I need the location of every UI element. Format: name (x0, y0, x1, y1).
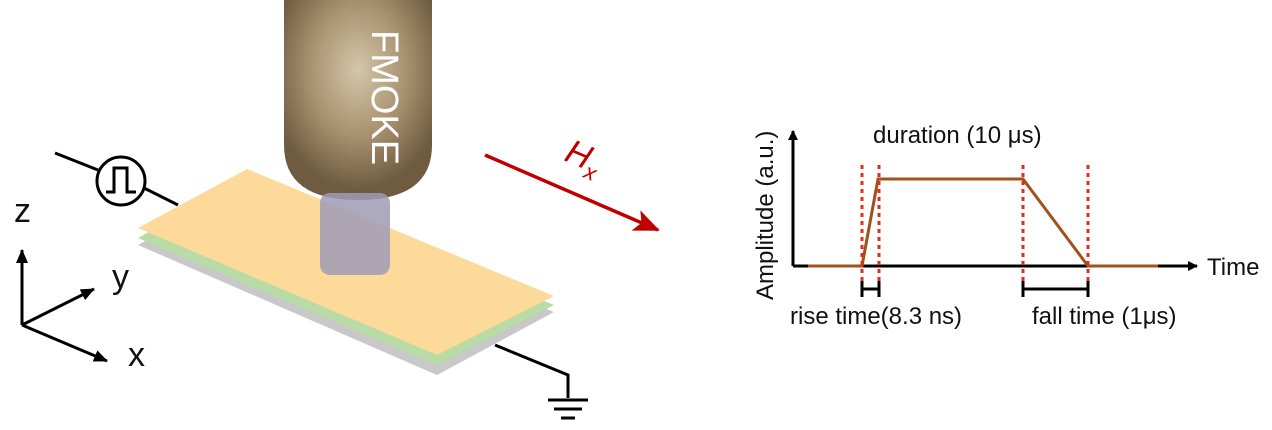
rise-time-label: rise time(8.3 ns) (790, 303, 962, 330)
ground-wire (494, 343, 570, 398)
probe-spot (320, 193, 390, 275)
rise-time-bracket (860, 281, 881, 297)
edge-markers (860, 165, 1090, 290)
pulse-generator-icon (95, 155, 147, 207)
axis-y-label: y (112, 258, 129, 296)
field-label: Hx (558, 132, 608, 186)
input-wire (54, 151, 179, 207)
axis-z-label: z (14, 192, 31, 230)
fall-time-label: fall time (1μs) (1032, 303, 1177, 330)
y-axis-label: Amplitude (a.u.) (752, 131, 779, 300)
fmoke-probe: FMOKE (284, 0, 432, 275)
ground-icon (548, 398, 588, 420)
pulse-waveform (808, 177, 1158, 268)
fall-time-bracket (1021, 281, 1090, 297)
x-axis-label: Time (1207, 254, 1259, 281)
axis-x-label: x (128, 336, 145, 374)
field-arrow: Hx (484, 132, 660, 232)
setup-diagram: FMOKE Hx z y x (14, 0, 660, 420)
probe-label: FMOKE (363, 30, 405, 165)
coordinate-axes: z y x (14, 192, 145, 374)
pulse-plot: Amplitude (a.u.) Time duration (10 μs) r… (752, 122, 1259, 330)
duration-label: duration (10 μs) (873, 122, 1042, 149)
